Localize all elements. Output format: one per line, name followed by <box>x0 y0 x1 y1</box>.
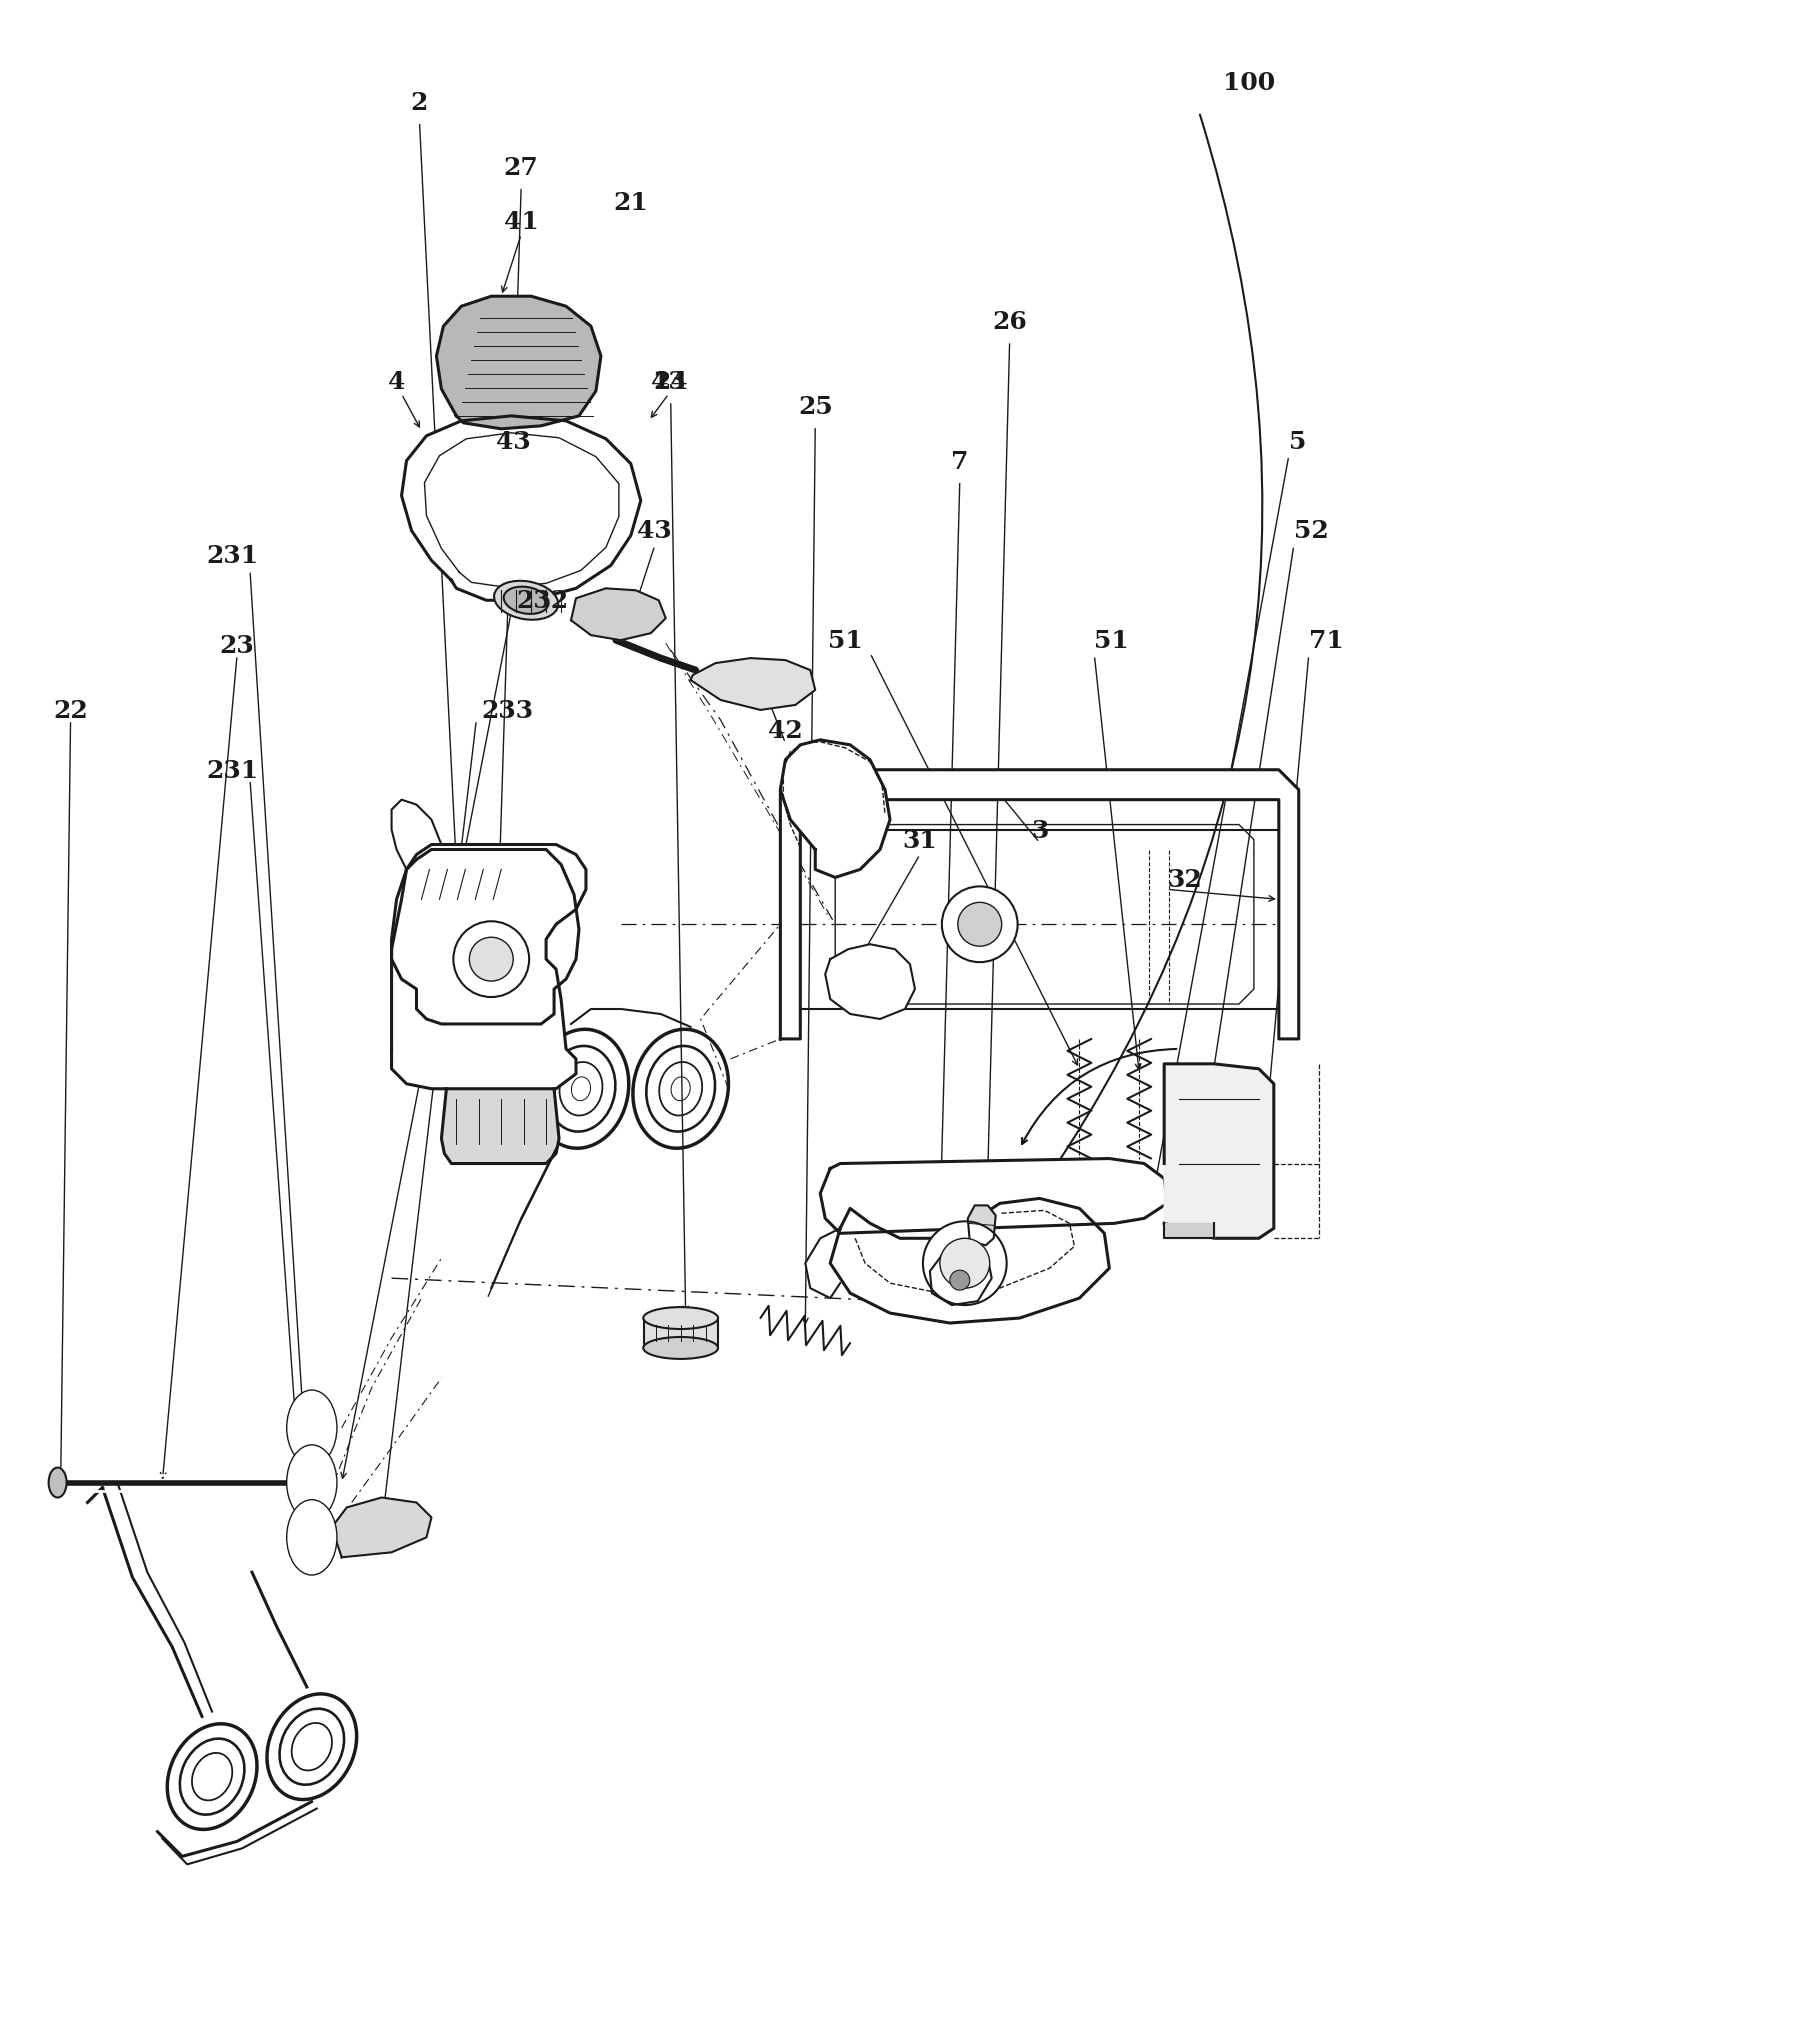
Text: 43: 43 <box>651 370 685 394</box>
Polygon shape <box>332 1497 431 1558</box>
Text: 24: 24 <box>653 370 689 394</box>
Text: 232: 232 <box>517 589 569 613</box>
Text: 32: 32 <box>1168 868 1202 892</box>
Text: 52: 52 <box>1293 520 1329 544</box>
Polygon shape <box>1164 1064 1274 1238</box>
Text: 25: 25 <box>798 394 832 419</box>
Polygon shape <box>402 417 640 601</box>
Polygon shape <box>570 589 666 641</box>
Text: 233: 233 <box>481 698 533 722</box>
Circle shape <box>922 1222 1006 1305</box>
Circle shape <box>942 886 1017 963</box>
Text: 41: 41 <box>504 210 538 235</box>
Text: 231: 231 <box>206 544 258 568</box>
Text: 7: 7 <box>951 449 969 473</box>
Polygon shape <box>806 1228 840 1299</box>
Text: 31: 31 <box>902 827 936 852</box>
Ellipse shape <box>307 1531 316 1546</box>
Text: 42: 42 <box>768 718 802 742</box>
Text: 231: 231 <box>206 759 258 783</box>
Ellipse shape <box>301 1467 323 1499</box>
Ellipse shape <box>48 1469 66 1497</box>
Polygon shape <box>820 1159 1168 1234</box>
Circle shape <box>949 1270 971 1291</box>
Text: 2: 2 <box>411 91 429 115</box>
Polygon shape <box>825 945 915 1020</box>
Text: 21: 21 <box>614 190 648 214</box>
Circle shape <box>470 939 513 981</box>
Polygon shape <box>436 297 601 429</box>
Circle shape <box>454 922 529 997</box>
Polygon shape <box>391 850 579 1024</box>
Polygon shape <box>967 1206 996 1246</box>
Text: 43: 43 <box>637 520 673 544</box>
Ellipse shape <box>287 1390 337 1467</box>
Circle shape <box>940 1238 990 1289</box>
Ellipse shape <box>504 587 549 615</box>
Ellipse shape <box>307 1475 316 1491</box>
Ellipse shape <box>493 581 558 621</box>
Text: 71: 71 <box>1308 629 1344 653</box>
Text: 4: 4 <box>388 370 405 394</box>
Ellipse shape <box>294 1511 330 1564</box>
Ellipse shape <box>294 1457 330 1509</box>
Ellipse shape <box>644 1337 718 1359</box>
Ellipse shape <box>644 1307 718 1329</box>
Text: 3: 3 <box>1032 817 1048 842</box>
Polygon shape <box>831 1200 1109 1323</box>
Polygon shape <box>929 1248 992 1305</box>
Ellipse shape <box>287 1499 337 1576</box>
Polygon shape <box>691 659 814 710</box>
Polygon shape <box>644 1319 718 1347</box>
Polygon shape <box>780 740 890 878</box>
Text: 5: 5 <box>1288 429 1306 453</box>
Polygon shape <box>391 846 587 1088</box>
Text: 23: 23 <box>219 633 255 657</box>
Polygon shape <box>1164 1224 1215 1238</box>
Text: 51: 51 <box>1094 629 1128 653</box>
Ellipse shape <box>301 1521 323 1554</box>
Text: 22: 22 <box>54 698 88 722</box>
Ellipse shape <box>294 1402 330 1455</box>
Text: 43: 43 <box>497 429 531 453</box>
Text: 26: 26 <box>992 310 1026 334</box>
Text: 100: 100 <box>1224 71 1276 95</box>
Ellipse shape <box>287 1444 337 1521</box>
Ellipse shape <box>301 1412 323 1444</box>
Text: 51: 51 <box>827 629 863 653</box>
Polygon shape <box>780 771 1299 1040</box>
Ellipse shape <box>307 1420 316 1434</box>
Text: 27: 27 <box>504 156 538 180</box>
Circle shape <box>958 902 1001 947</box>
Polygon shape <box>441 1088 560 1163</box>
